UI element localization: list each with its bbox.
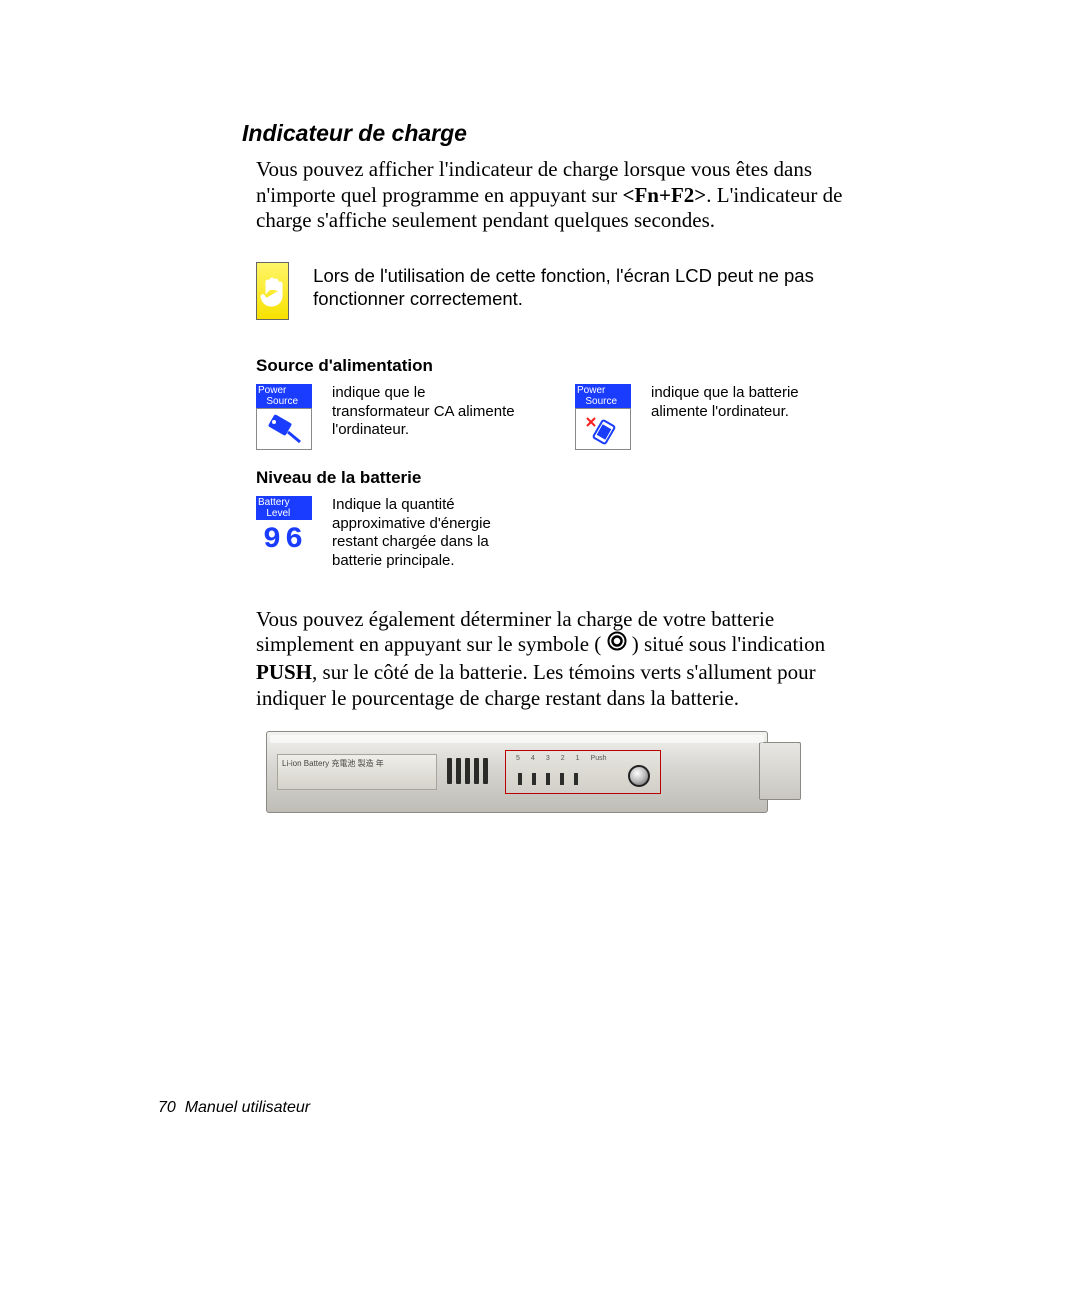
ac-power-text: indique que le transformateur CA aliment… xyxy=(332,384,525,450)
battery-power-text: indique que la batterie alimente l'ordin… xyxy=(651,384,844,450)
ac-power-icon: Power Source xyxy=(256,384,316,450)
battery-level-icon: Battery Level 96 xyxy=(256,496,316,571)
push-symbol-icon xyxy=(607,631,627,658)
battery-level-text: Indique la quantité approximative d'éner… xyxy=(332,496,525,571)
battery-level-value: 96 xyxy=(256,520,314,560)
page-footer: 70 Manuel utilisateur xyxy=(158,1099,310,1117)
manual-page: Indicateur de charge Vous pouvez affiche… xyxy=(0,0,1080,1309)
ind-num: 1 xyxy=(576,755,580,762)
battery-body: Li-ion Battery 充電池 製造 年 5 4 3 2 1 Push xyxy=(266,731,768,813)
indicator-numbers: 5 4 3 2 1 Push xyxy=(516,755,607,762)
section-heading: Indicateur de charge xyxy=(242,120,844,147)
ind-num: Push xyxy=(591,755,607,762)
battery-level-item: Battery Level 96 Indique la quantité app… xyxy=(256,496,525,571)
power-source-heading: Source d'alimentation xyxy=(256,356,844,376)
warning-callout: Lors de l'utilisation de cette fonction,… xyxy=(256,262,844,320)
key-combo: <Fn+F2> xyxy=(623,183,707,207)
battery-level-row: Battery Level 96 Indique la quantité app… xyxy=(256,496,844,571)
warning-text: Lors de l'utilisation de cette fonction,… xyxy=(313,264,844,310)
ind-num: 5 xyxy=(516,755,520,762)
ind-num: 2 xyxy=(561,755,565,762)
power-header-label-2: Power Source xyxy=(575,384,631,408)
battery-power-item: Power Source indique que la batterie ali… xyxy=(575,384,844,450)
push-bold: PUSH xyxy=(256,660,312,684)
battery-level-heading: Niveau de la batterie xyxy=(256,468,844,488)
empty-col xyxy=(575,496,844,571)
push-p3: , sur le côté de la batterie. Les témoin… xyxy=(256,660,816,710)
intro-paragraph: Vous pouvez afficher l'indicateur de cha… xyxy=(256,157,844,234)
ind-num: 4 xyxy=(531,755,535,762)
battery-power-icon: Power Source xyxy=(575,384,635,450)
ind-num: 3 xyxy=(546,755,550,762)
ac-power-item: Power Source indique que le transformate… xyxy=(256,384,525,450)
push-p2: ) situé sous l'indication xyxy=(627,632,826,656)
manual-title: Manuel utilisateur xyxy=(185,1099,310,1116)
hand-warning-icon xyxy=(256,262,289,320)
battery-indicator-panel: 5 4 3 2 1 Push xyxy=(505,750,661,794)
battery-connector xyxy=(759,742,801,800)
battery-vents xyxy=(447,758,488,784)
page-number: 70 xyxy=(158,1099,176,1116)
indicator-leds xyxy=(518,773,578,785)
battery-photo-figure: Push Li-ion Battery 充電池 製造 年 5 4 3 2 1 xyxy=(266,731,786,813)
power-source-row: Power Source indique que le transformate… xyxy=(256,384,844,450)
battery-label-strip: Li-ion Battery 充電池 製造 年 xyxy=(277,754,437,790)
battery-header-label: Battery Level xyxy=(256,496,312,520)
push-paragraph: Vous pouvez également déterminer la char… xyxy=(256,607,844,711)
push-button[interactable] xyxy=(628,765,650,787)
power-header-label: Power Source xyxy=(256,384,312,408)
